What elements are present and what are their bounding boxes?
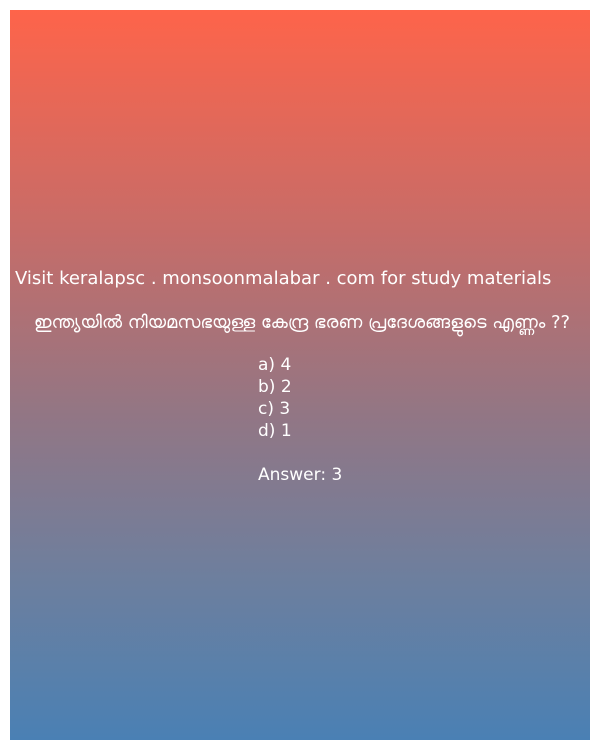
promo-text: Visit keralapsc . monsoonmalabar . com f… <box>15 268 552 289</box>
option-d: d) 1 <box>258 421 292 441</box>
options-list: a) 4 b) 2 c) 3 d) 1 Answer: 3 <box>258 354 342 486</box>
option-c: c) 3 <box>258 399 291 419</box>
answer-text: Answer: 3 <box>258 465 343 485</box>
question-text: ഇന്ത്യയിൽ നിയമസഭയുള്ള കേന്ദ്ര ഭരണ പ്രദേശ… <box>33 312 571 333</box>
option-a: a) 4 <box>258 355 292 375</box>
quiz-card: Visit keralapsc . monsoonmalabar . com f… <box>10 10 590 740</box>
option-b: b) 2 <box>258 377 292 397</box>
